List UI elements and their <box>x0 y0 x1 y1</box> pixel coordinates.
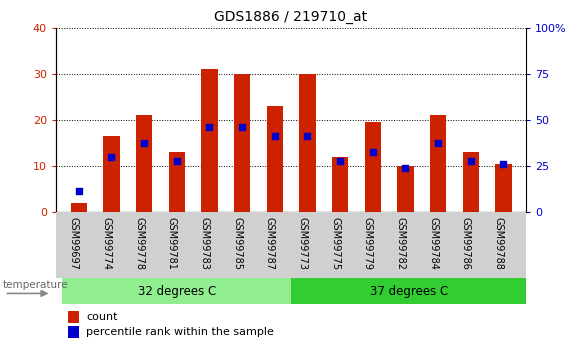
Bar <box>291 278 526 304</box>
Point <box>74 189 83 194</box>
Point <box>303 133 312 139</box>
Text: GSM99788: GSM99788 <box>493 217 503 270</box>
Text: GSM99782: GSM99782 <box>395 217 405 270</box>
Bar <box>397 166 413 212</box>
Point <box>106 154 116 159</box>
Bar <box>266 106 283 212</box>
Text: GSM99783: GSM99783 <box>199 217 209 270</box>
Point <box>172 159 182 164</box>
Bar <box>201 69 218 212</box>
Bar <box>103 136 119 212</box>
Text: GSM99781: GSM99781 <box>167 217 177 270</box>
Text: GSM99773: GSM99773 <box>298 217 308 270</box>
Bar <box>332 157 348 212</box>
Point <box>466 159 476 164</box>
Bar <box>169 152 185 212</box>
Bar <box>71 203 87 212</box>
Text: percentile rank within the sample: percentile rank within the sample <box>86 327 274 337</box>
Text: GSM99784: GSM99784 <box>428 217 438 270</box>
Point <box>368 149 377 155</box>
Title: GDS1886 / 219710_at: GDS1886 / 219710_at <box>215 10 368 24</box>
Bar <box>136 115 152 212</box>
Bar <box>68 326 79 338</box>
Text: GSM99786: GSM99786 <box>461 217 471 270</box>
Bar <box>62 278 291 304</box>
Point <box>205 124 214 130</box>
Point <box>433 140 443 146</box>
Text: GSM99774: GSM99774 <box>101 217 111 270</box>
Text: count: count <box>86 312 118 322</box>
Text: 32 degrees C: 32 degrees C <box>138 285 216 298</box>
Bar <box>495 164 512 212</box>
Text: GSM99779: GSM99779 <box>363 217 373 270</box>
Text: GSM99787: GSM99787 <box>265 217 275 270</box>
Text: 37 degrees C: 37 degrees C <box>369 285 448 298</box>
Point <box>335 159 345 164</box>
Bar <box>365 122 381 212</box>
Point <box>499 161 508 167</box>
Bar <box>430 115 446 212</box>
Bar <box>463 152 479 212</box>
Text: temperature: temperature <box>3 280 68 290</box>
Point <box>238 124 247 130</box>
Bar <box>68 310 79 323</box>
Text: GSM99778: GSM99778 <box>134 217 144 270</box>
Point <box>400 166 410 171</box>
Bar <box>299 74 316 212</box>
Text: GSM99775: GSM99775 <box>330 217 340 270</box>
Bar <box>234 74 250 212</box>
Point <box>270 133 279 139</box>
Point <box>139 140 149 146</box>
Text: GSM99697: GSM99697 <box>69 217 79 270</box>
Text: GSM99785: GSM99785 <box>232 217 242 270</box>
